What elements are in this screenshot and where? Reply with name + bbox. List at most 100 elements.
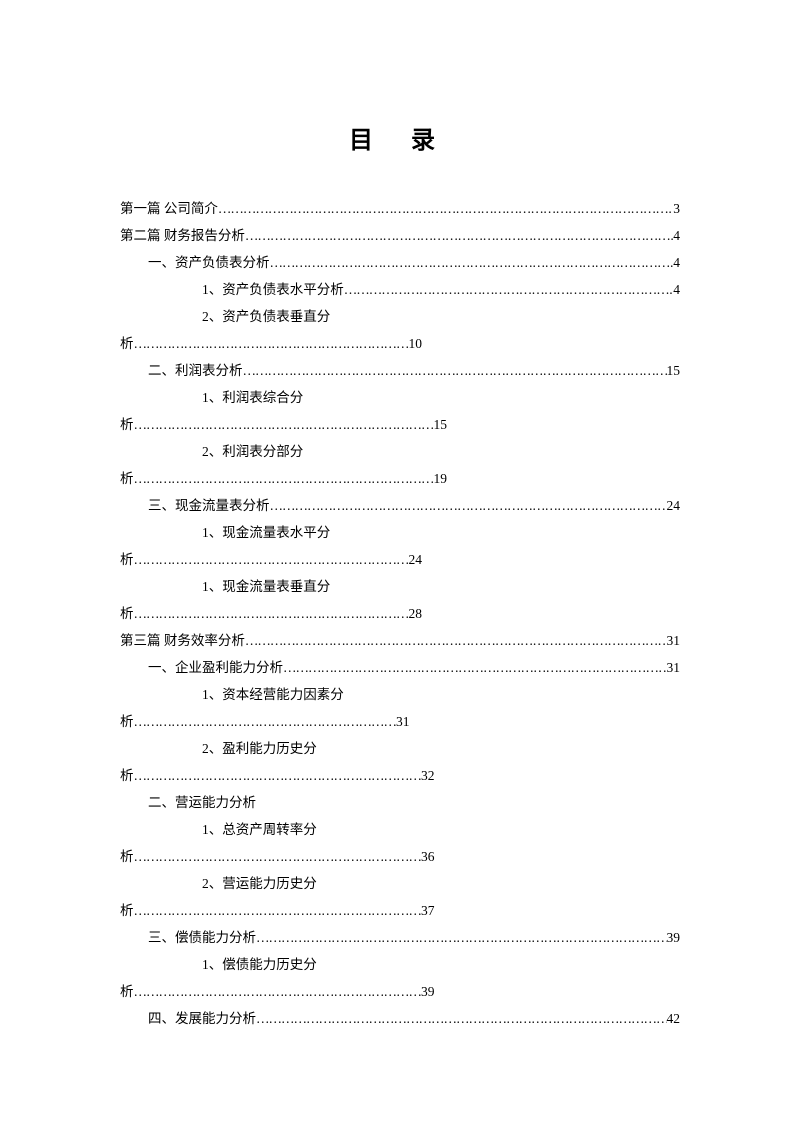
toc-entry: 1、现金流量表垂直分 (120, 573, 680, 600)
toc-label-continuation: 析 (120, 411, 134, 438)
toc-label-continuation: 析 (120, 897, 134, 924)
toc-entry-continuation: 析………………………………………………………………19 (120, 465, 680, 492)
toc-label: 二、营运能力分析 (148, 789, 256, 816)
toc-leader-dots: ………………………………………………………… (134, 600, 409, 627)
toc-page-number: 24 (409, 546, 423, 573)
toc-label-continuation: 析 (120, 762, 134, 789)
toc-page-number: 31 (396, 708, 410, 735)
toc-page-number: 32 (421, 762, 435, 789)
toc-label: 三、现金流量表分析 (148, 492, 270, 519)
toc-entry: 2、资产负债表垂直分 (120, 303, 680, 330)
toc-page-number: 4 (673, 276, 680, 303)
toc-label: 一、企业盈利能力分析 (148, 654, 283, 681)
toc-entry: 1、现金流量表水平分 (120, 519, 680, 546)
toc-leader-dots (270, 492, 667, 519)
toc-page-number: 42 (667, 1005, 681, 1032)
toc-entry-continuation: 析……………………………………………………………39 (120, 978, 680, 1005)
toc-label: 第一篇 公司简介 (120, 195, 218, 222)
toc-label: 2、营运能力历史分 (202, 870, 317, 897)
toc-page-number: 4 (673, 222, 680, 249)
toc-leader-dots (270, 249, 674, 276)
toc-label: 2、资产负债表垂直分 (202, 303, 330, 330)
toc-label: 1、利润表综合分 (202, 384, 303, 411)
toc-entry-continuation: 析………………………………………………………31 (120, 708, 680, 735)
toc-leader-dots: ……………………………………………………… (134, 708, 397, 735)
toc-label-continuation: 析 (120, 978, 134, 1005)
table-of-contents: 第一篇 公司简介3第二篇 财务报告分析4一、资产负债表分析41、资产负债表水平分… (120, 195, 680, 1032)
toc-page-number: 31 (667, 627, 681, 654)
toc-entry-continuation: 析…………………………………………………………10 (120, 330, 680, 357)
toc-page-number: 10 (409, 330, 423, 357)
toc-label: 1、总资产周转率分 (202, 816, 317, 843)
toc-page-number: 4 (673, 249, 680, 276)
toc-entry-continuation: 析……………………………………………………………37 (120, 897, 680, 924)
toc-leader-dots (344, 276, 674, 303)
toc-entry-continuation: 析…………………………………………………………24 (120, 546, 680, 573)
toc-leader-dots: ……………………………………………………………… (134, 465, 434, 492)
toc-leader-dots (243, 357, 667, 384)
toc-entry: 四、发展能力分析 42 (120, 1005, 680, 1032)
toc-label-continuation: 析 (120, 600, 134, 627)
toc-label: 三、偿债能力分析 (148, 924, 256, 951)
toc-leader-dots: …………………………………………………………… (134, 843, 422, 870)
toc-entry-continuation: 析………………………………………………………………15 (120, 411, 680, 438)
toc-label: 1、资产负债表水平分析 (202, 276, 344, 303)
toc-page-number: 36 (421, 843, 435, 870)
toc-page-number: 19 (434, 465, 448, 492)
toc-entry: 二、利润表分析 15 (120, 357, 680, 384)
toc-entry: 第一篇 公司简介 3 (120, 195, 680, 222)
toc-label: 第二篇 财务报告分析 (120, 222, 245, 249)
toc-label: 2、盈利能力历史分 (202, 735, 317, 762)
toc-entry: 1、利润表综合分 (120, 384, 680, 411)
toc-label: 1、现金流量表水平分 (202, 519, 330, 546)
toc-entry: 1、资本经营能力因素分 (120, 681, 680, 708)
toc-leader-dots (256, 1005, 667, 1032)
toc-entry: 一、资产负债表分析 4 (120, 249, 680, 276)
toc-label: 第三篇 财务效率分析 (120, 627, 245, 654)
toc-entry: 三、偿债能力分析 39 (120, 924, 680, 951)
toc-entry: 1、资产负债表水平分析 4 (120, 276, 680, 303)
toc-entry: 一、企业盈利能力分析 31 (120, 654, 680, 681)
toc-page-number: 24 (667, 492, 681, 519)
toc-page-number: 31 (667, 654, 681, 681)
toc-label: 1、现金流量表垂直分 (202, 573, 330, 600)
toc-label: 一、资产负债表分析 (148, 249, 270, 276)
toc-label-continuation: 析 (120, 843, 134, 870)
toc-entry: 1、总资产周转率分 (120, 816, 680, 843)
page-title: 目 录 (120, 120, 680, 155)
toc-label: 二、利润表分析 (148, 357, 243, 384)
toc-entry: 第三篇 财务效率分析 31 (120, 627, 680, 654)
toc-entry: 2、营运能力历史分 (120, 870, 680, 897)
toc-leader-dots (283, 654, 667, 681)
toc-label-continuation: 析 (120, 546, 134, 573)
toc-page-number: 3 (673, 195, 680, 222)
toc-entry-continuation: 析……………………………………………………………36 (120, 843, 680, 870)
toc-leader-dots: ………………………………………………………… (134, 546, 409, 573)
toc-label: 1、资本经营能力因素分 (202, 681, 344, 708)
toc-page-number: 37 (421, 897, 435, 924)
toc-label-continuation: 析 (120, 465, 134, 492)
toc-leader-dots (245, 627, 667, 654)
toc-leader-dots (256, 924, 667, 951)
toc-leader-dots: …………………………………………………………… (134, 978, 422, 1005)
toc-leader-dots: …………………………………………………………… (134, 762, 422, 789)
toc-page-number: 15 (667, 357, 681, 384)
toc-page-number: 39 (667, 924, 681, 951)
toc-label: 四、发展能力分析 (148, 1005, 256, 1032)
toc-leader-dots: ………………………………………………………… (134, 330, 409, 357)
toc-entry: 2、利润表分部分 (120, 438, 680, 465)
toc-label: 1、偿债能力历史分 (202, 951, 317, 978)
toc-page-number: 28 (409, 600, 423, 627)
toc-entry: 三、现金流量表分析 24 (120, 492, 680, 519)
toc-entry: 第二篇 财务报告分析 4 (120, 222, 680, 249)
toc-entry: 二、营运能力分析 (120, 789, 680, 816)
toc-entry: 2、盈利能力历史分 (120, 735, 680, 762)
toc-leader-dots: ……………………………………………………………… (134, 411, 434, 438)
toc-leader-dots: …………………………………………………………… (134, 897, 422, 924)
toc-leader-dots (218, 195, 673, 222)
toc-label-continuation: 析 (120, 330, 134, 357)
toc-label: 2、利润表分部分 (202, 438, 303, 465)
toc-leader-dots (245, 222, 673, 249)
toc-page-number: 39 (421, 978, 435, 1005)
toc-entry-continuation: 析……………………………………………………………32 (120, 762, 680, 789)
